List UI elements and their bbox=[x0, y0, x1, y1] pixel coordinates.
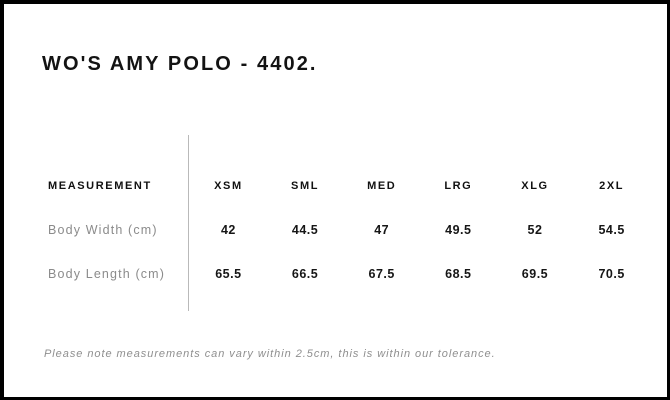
cell-body-width-2xl: 54.5 bbox=[598, 223, 625, 237]
cell-body-length-med: 67.5 bbox=[368, 267, 395, 281]
cell-body-width-sml: 44.5 bbox=[291, 223, 319, 237]
table-row: Body Width (cm) 42 44.5 47 49.5 52 54.5 bbox=[44, 208, 650, 252]
column-header-xsm: XSM bbox=[214, 180, 243, 192]
column-header-2xl: 2XL bbox=[599, 180, 625, 192]
cell-body-length-2xl: 70.5 bbox=[598, 267, 625, 281]
column-header-measurement: MEASUREMENT bbox=[48, 180, 152, 192]
cell-body-width-xlg: 52 bbox=[527, 223, 543, 237]
column-header-sml: SML bbox=[291, 180, 320, 192]
cell-body-length-sml: 66.5 bbox=[291, 267, 319, 281]
table-header: MEASUREMENT XSM SML MED LRG XLG 2XL bbox=[44, 164, 650, 208]
cell-body-length-xlg: 69.5 bbox=[521, 267, 549, 281]
page-title: WO'S AMY POLO - 4402. bbox=[42, 53, 318, 75]
row-label-body-width: Body Width (cm) bbox=[48, 223, 158, 237]
cell-body-length-xsm: 65.5 bbox=[215, 267, 242, 281]
column-header-med: MED bbox=[367, 180, 397, 192]
table-body: Body Width (cm) 42 44.5 47 49.5 52 54.5 … bbox=[44, 208, 650, 296]
cell-body-length-lrg: 68.5 bbox=[445, 267, 472, 281]
table-vertical-divider bbox=[188, 135, 189, 311]
cell-body-width-lrg: 49.5 bbox=[445, 223, 472, 237]
row-label-body-length: Body Length (cm) bbox=[48, 267, 166, 281]
column-header-lrg: LRG bbox=[444, 180, 473, 192]
cell-body-width-med: 47 bbox=[374, 223, 390, 237]
table-row: Body Length (cm) 65.5 66.5 67.5 68.5 69.… bbox=[44, 252, 650, 296]
cell-body-width-xsm: 42 bbox=[220, 223, 236, 237]
size-chart-table: MEASUREMENT XSM SML MED LRG XLG 2XL Body… bbox=[44, 164, 650, 296]
tolerance-footnote: Please note measurements can vary within… bbox=[44, 348, 496, 360]
size-chart-inner: WO'S AMY POLO - 4402. MEASUREMENT XSM SM… bbox=[4, 4, 667, 397]
table-header-row: MEASUREMENT XSM SML MED LRG XLG 2XL bbox=[44, 164, 650, 208]
column-header-xlg: XLG bbox=[521, 180, 549, 192]
